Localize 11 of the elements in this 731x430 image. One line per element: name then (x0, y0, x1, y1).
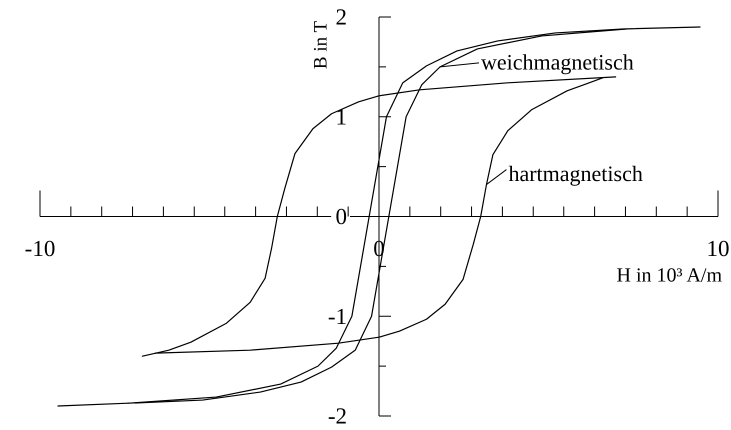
y-tick-label: -2 (328, 404, 347, 428)
legend-label: weichmagnetisch (481, 49, 634, 74)
y-tick-label: -1 (328, 304, 347, 329)
x-axis-title: H in 10³ A/m (616, 264, 722, 286)
x-tick-label: 10 (706, 236, 730, 261)
legend-label: hartmagnetisch (508, 161, 643, 186)
y-axis-title: B in T (310, 20, 332, 70)
y-tick-label: 0 (336, 204, 347, 229)
x-tick-label: -10 (24, 236, 56, 261)
y-tick-label: 2 (336, 4, 347, 30)
y-tick-label: 1 (336, 104, 347, 130)
